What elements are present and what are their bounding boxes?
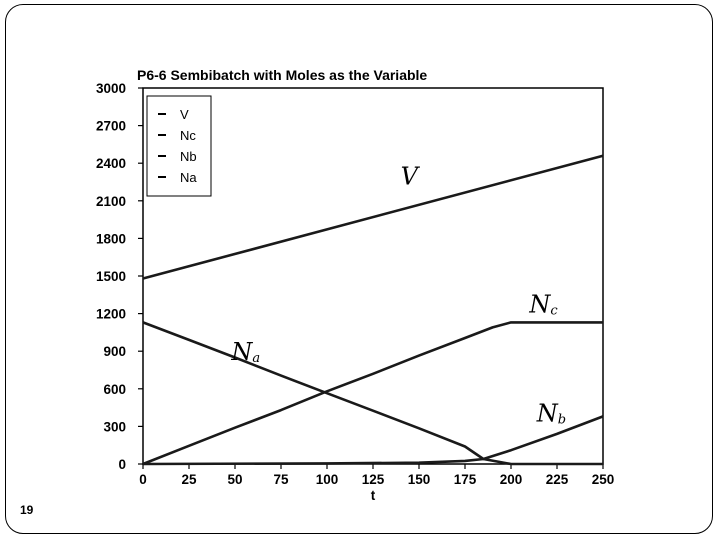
legend-entry: Nc <box>180 128 196 143</box>
x-tick-label: 100 <box>316 472 339 487</box>
handwritten-annotations: V Nc Nb Na <box>230 163 566 428</box>
legend: V Nc Nb Na <box>146 95 212 197</box>
legend-entry: Nb <box>180 149 197 164</box>
y-tick-label: 300 <box>103 419 126 434</box>
annotation-nc: Nc <box>528 290 558 318</box>
legend-entry: Na <box>180 170 197 185</box>
y-tick-label: 2400 <box>96 156 126 171</box>
y-tick-label: 0 <box>118 457 126 472</box>
series-line-nb <box>142 415 604 466</box>
y-tick-label: 1200 <box>96 307 126 322</box>
x-tick-label: 25 <box>181 472 197 487</box>
y-tick-label: 600 <box>103 382 126 397</box>
series-line-na <box>142 321 603 466</box>
x-tick-label: 125 <box>362 472 385 487</box>
x-tick-label: 225 <box>546 472 569 487</box>
x-tick-label: 150 <box>408 472 431 487</box>
x-tick-label: 200 <box>500 472 523 487</box>
x-axis-ticks: 0 25 50 75 100 125 150 175 200 225 250 <box>139 464 614 487</box>
y-tick-label: 2100 <box>96 194 126 209</box>
series-lines <box>142 154 604 466</box>
chart-title: P6-6 Sembibatch with Moles as the Variab… <box>137 67 427 83</box>
legend-box <box>146 95 212 197</box>
x-tick-label: 250 <box>592 472 615 487</box>
legend-items: V Nc Nb Na <box>158 107 197 185</box>
y-tick-label: 3000 <box>96 81 126 96</box>
x-tick-label: 0 <box>139 472 147 487</box>
series-line-v <box>142 154 604 280</box>
y-tick-label: 1500 <box>96 269 126 284</box>
slide-number: 19 <box>20 503 34 517</box>
x-tick-label: 75 <box>273 472 289 487</box>
y-tick-label: 1800 <box>96 231 126 246</box>
x-tick-label: 175 <box>454 472 477 487</box>
legend-entry: V <box>180 107 189 122</box>
annotation-na: Na <box>230 338 260 366</box>
series-line-nc <box>142 321 603 466</box>
annotation-nb: Nb <box>536 399 566 427</box>
y-axis-ticks: 0 300 600 900 1200 1500 1800 2100 2400 2700 3000 <box>96 81 143 472</box>
x-axis-label: t <box>371 488 376 503</box>
y-tick-label: 900 <box>103 344 126 359</box>
plot-area <box>142 87 604 465</box>
y-tick-label: 2700 <box>96 119 126 134</box>
annotation-v: V <box>401 163 421 191</box>
x-tick-label: 50 <box>227 472 242 487</box>
slide-frame <box>5 4 713 534</box>
